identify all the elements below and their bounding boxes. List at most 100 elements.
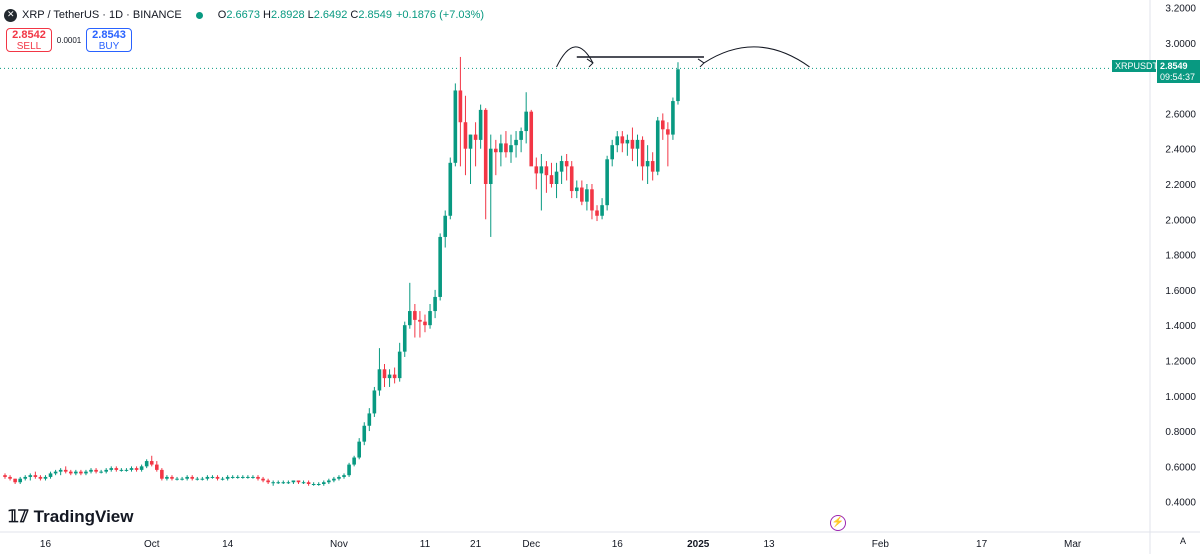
candle-body	[58, 469, 63, 472]
candle-body	[33, 475, 38, 477]
candle-body	[671, 101, 675, 135]
buy-button[interactable]: 2.8543 BUY	[86, 28, 132, 52]
candle-body	[362, 425, 367, 442]
candle-body	[352, 457, 356, 465]
x-tick-label: Oct	[144, 539, 160, 550]
candle-body	[418, 319, 422, 322]
candle-body	[494, 148, 498, 153]
candle-body	[43, 476, 48, 479]
candle-body	[509, 145, 513, 153]
candle-body	[585, 189, 589, 202]
xrp-icon	[4, 8, 17, 22]
candle-body	[68, 471, 73, 474]
candle-body	[676, 69, 680, 102]
x-tick-label: Mar	[1064, 539, 1082, 550]
y-tick-label: 2.2000	[1165, 180, 1196, 191]
candle-body	[483, 109, 488, 184]
candle-body	[190, 476, 195, 479]
candle-body	[230, 476, 235, 478]
candle-body	[544, 166, 549, 176]
y-tick-label: 1.4000	[1165, 321, 1196, 332]
x-tick-label: Nov	[330, 539, 348, 550]
candle-body	[357, 441, 361, 458]
candle-body	[3, 475, 7, 477]
candle-body	[53, 471, 58, 474]
candle-body	[402, 325, 407, 352]
x-tick-label: 2025	[687, 539, 710, 550]
candle-body	[347, 464, 351, 476]
candle-body	[210, 476, 215, 478]
auto-scale-button[interactable]: A	[1180, 536, 1187, 546]
candle-body	[200, 478, 205, 480]
candle-body	[590, 189, 594, 211]
y-tick-label: 1.8000	[1165, 251, 1196, 262]
lightning-icon[interactable]: ⚡	[830, 515, 846, 531]
open-value: 2.6673	[226, 9, 260, 21]
candle-body	[428, 311, 432, 326]
candle-body	[266, 480, 270, 483]
y-tick-label: 0.8000	[1165, 427, 1196, 438]
candle-body	[13, 478, 17, 483]
candle-body	[463, 122, 468, 149]
y-tick-label: 3.2000	[1165, 4, 1196, 15]
candle-body	[241, 476, 245, 478]
candle-body	[28, 475, 33, 477]
candle-body	[256, 476, 260, 479]
candle-body	[468, 134, 473, 149]
candle-body	[408, 311, 412, 326]
change-value: +0.1876 (+7.03%)	[395, 9, 485, 21]
candle-body	[246, 476, 250, 478]
candle-body	[453, 90, 458, 163]
candle-body	[170, 476, 174, 479]
candle-body	[74, 471, 78, 474]
spread-value: 0.0001	[56, 35, 82, 45]
close-label: C	[350, 9, 359, 21]
candle-body	[397, 351, 402, 379]
candle-body	[251, 476, 255, 478]
candle-body	[18, 478, 22, 483]
candle-body	[84, 471, 88, 474]
candle-body	[610, 145, 614, 160]
y-tick-label: 2.0000	[1165, 215, 1196, 226]
candle-body	[291, 480, 296, 483]
candle-body	[311, 484, 316, 485]
bar-countdown: 09:54:37	[1157, 72, 1200, 83]
sell-button[interactable]: 2.8542 SELL	[6, 28, 52, 52]
candle-body	[605, 159, 609, 206]
candle-body	[332, 478, 336, 481]
candle-body	[205, 476, 210, 479]
candle-body	[48, 473, 53, 477]
low-label: L	[307, 9, 314, 21]
candle-body	[569, 166, 574, 192]
candle-body	[139, 466, 144, 470]
candle-body	[423, 321, 427, 326]
candle-body	[144, 461, 149, 467]
candle-body	[554, 171, 559, 184]
x-tick-label: Dec	[522, 539, 540, 550]
buy-label: BUY	[98, 41, 120, 52]
candle-body	[650, 161, 655, 172]
candle-body	[149, 461, 154, 465]
candle-body	[89, 469, 93, 472]
candle-body	[392, 374, 397, 379]
candle-body	[620, 136, 625, 144]
candle-body	[327, 480, 331, 483]
candle-body	[316, 484, 321, 485]
candle-body	[175, 478, 179, 480]
x-tick-label: 17	[976, 539, 988, 550]
candle-body	[306, 482, 311, 484]
candle-body	[104, 469, 108, 472]
candle-body	[413, 311, 417, 320]
y-tick-label: 1.6000	[1165, 286, 1196, 297]
candle-body	[443, 215, 448, 237]
tradingview-logo[interactable]: 𝟙𝟟 TradingView	[8, 507, 133, 527]
close-value: 2.8549	[358, 9, 392, 21]
candle-body	[220, 478, 225, 480]
symbol-title[interactable]: XRP / TetherUS · 1D · BINANCE	[22, 9, 182, 21]
peak-arrow-right	[703, 46, 810, 68]
candle-body	[661, 120, 665, 130]
candle-body	[281, 482, 286, 484]
x-tick-label: Feb	[872, 539, 890, 550]
candle-body	[645, 161, 650, 167]
